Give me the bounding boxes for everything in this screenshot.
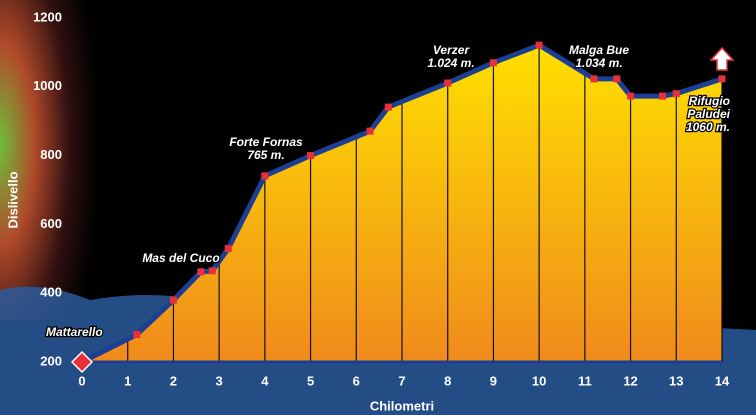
marker [224,244,232,252]
x-tick-label: 7 [398,373,405,388]
marker [366,127,374,135]
background-glow [0,0,110,320]
annotation: 1.024 m. [427,56,474,70]
annotation: Malga Bue [569,43,629,57]
marker [489,59,497,67]
marker [197,268,205,276]
y-tick-label: 1000 [33,78,62,93]
x-tick-label: 13 [669,373,683,388]
x-tick-label: 11 [578,373,592,388]
x-tick-label: 14 [715,373,730,388]
annotation: Paludei [687,107,730,121]
marker [261,172,269,180]
y-axis-label: Dislivello [5,171,20,228]
marker [444,79,452,87]
marker [307,152,315,160]
marker [208,267,216,275]
x-tick-label: 5 [307,373,314,388]
annotation: 765 m. [247,148,284,162]
x-tick-label: 10 [532,373,546,388]
end-arrow [709,46,735,71]
x-tick-label: 3 [216,373,223,388]
annotation: Mas del Cuco [142,251,219,265]
x-tick-label: 1 [124,373,131,388]
marker [535,41,543,49]
x-tick-label: 0 [78,373,85,388]
x-axis-label: Chilometri [370,398,434,413]
marker [672,90,680,98]
marker [718,75,726,83]
annotation: Forte Fornas [229,135,303,149]
annotation: Mattarello [46,325,103,339]
x-tick-label: 9 [490,373,497,388]
marker [384,103,392,111]
marker [133,330,141,338]
y-tick-label: 1200 [33,9,62,24]
y-tick-label: 600 [40,216,62,231]
x-tick-label: 4 [261,373,269,388]
x-tick-label: 8 [444,373,451,388]
marker [590,75,598,83]
x-tick-label: 12 [623,373,637,388]
y-tick-label: 400 [40,285,62,300]
annotation: 1060 m. [686,120,730,134]
x-tick-label: 6 [353,373,360,388]
annotation: Verzer [433,43,471,57]
y-tick-label: 800 [40,147,62,162]
annotation: Rifugio [689,94,730,108]
x-tick-label: 2 [170,373,177,388]
marker [169,296,177,304]
start-marker [70,350,94,374]
marker [659,92,667,100]
marker [613,75,621,83]
y-tick-label: 200 [40,353,62,368]
annotation: 1.034 m. [575,56,622,70]
marker [627,92,635,100]
